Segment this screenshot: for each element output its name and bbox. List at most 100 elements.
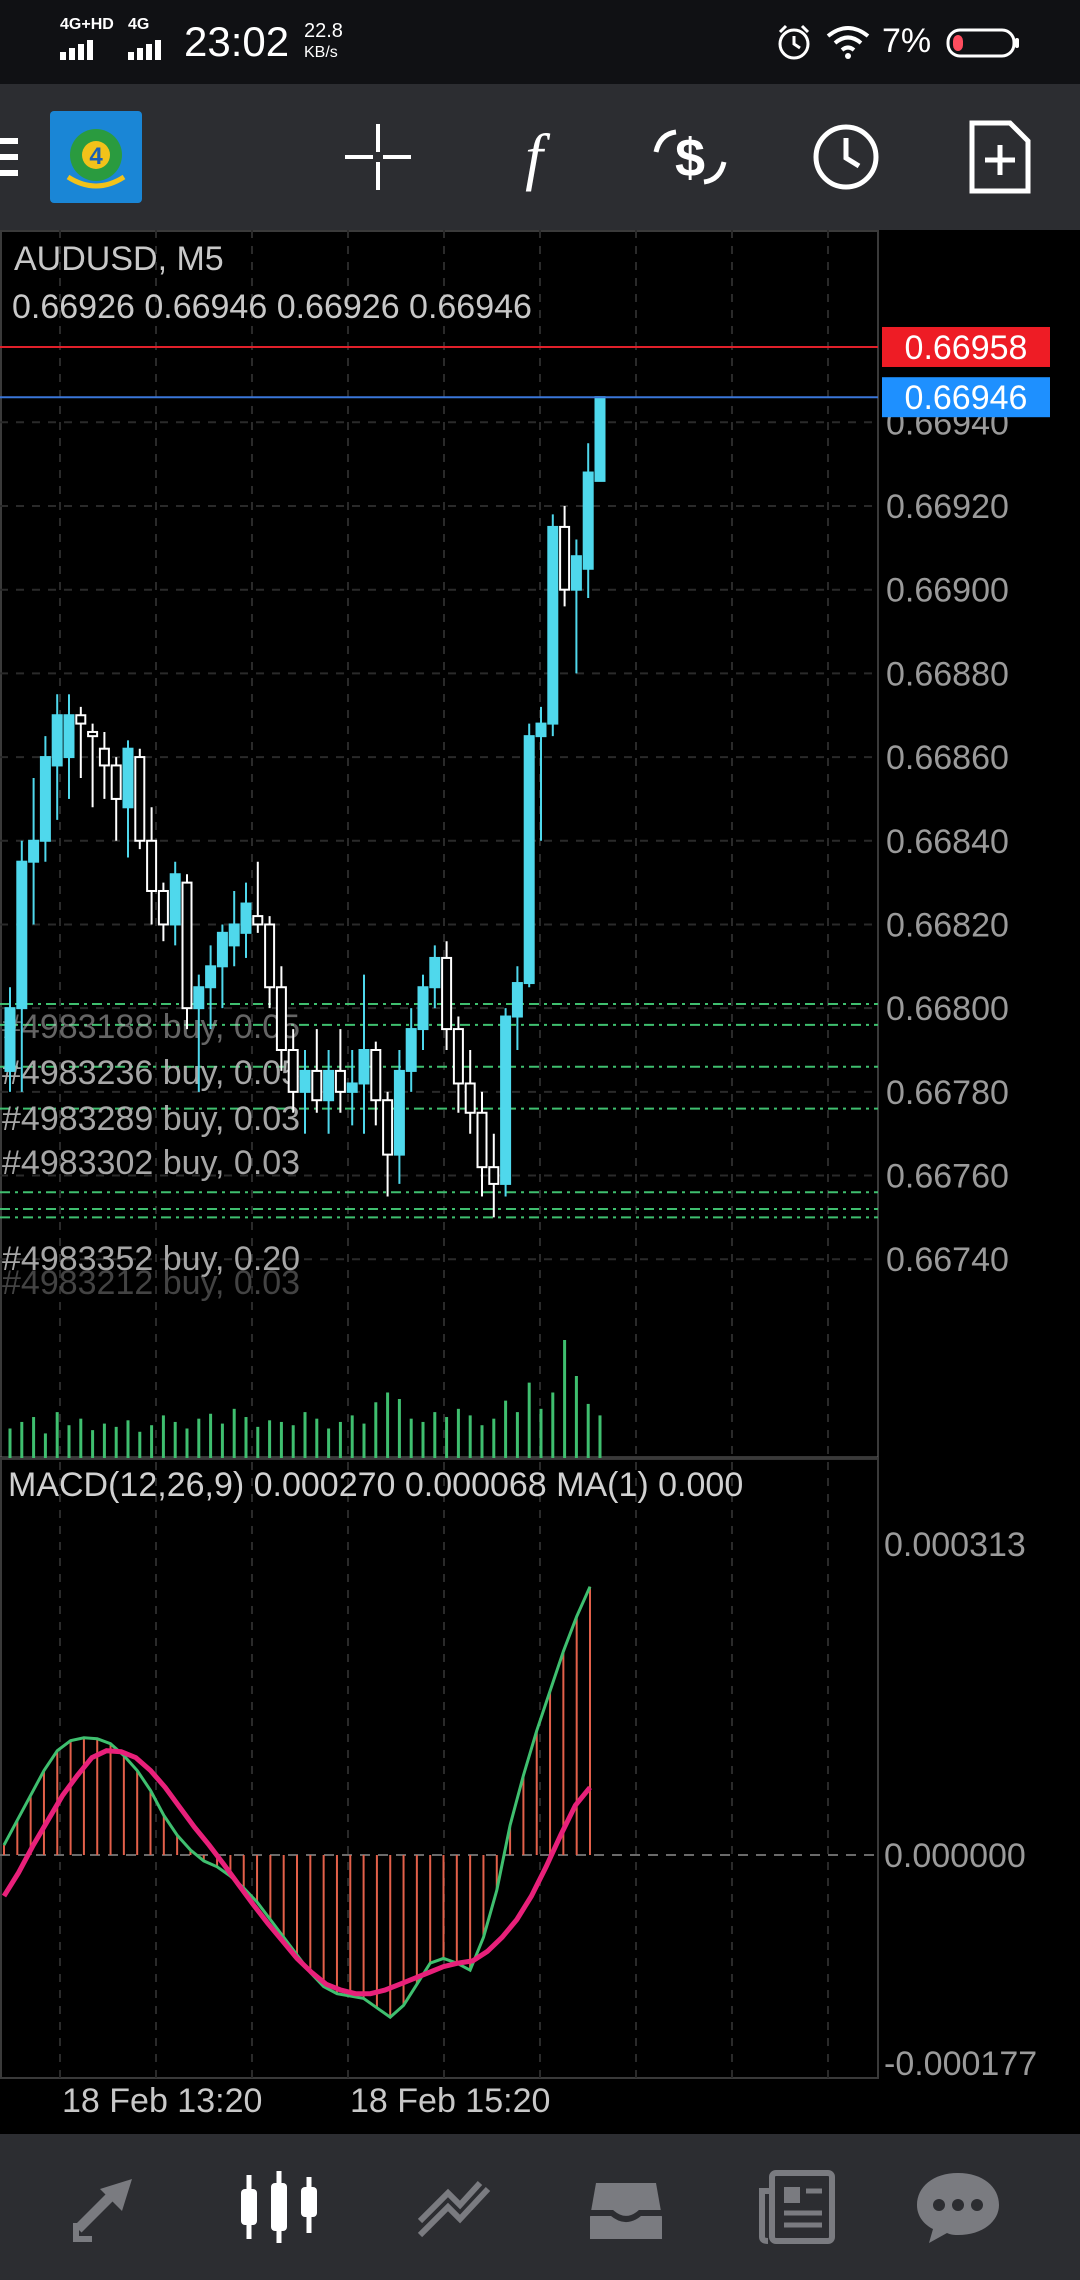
svg-text:$: $: [675, 128, 705, 188]
history-icon[interactable]: [566, 2152, 686, 2262]
bid-price-label: 0.66946: [905, 379, 1028, 417]
clock-time: 23:02: [184, 18, 290, 65]
candle-body: [358, 1049, 370, 1085]
candle: [441, 941, 453, 1050]
ohlc-readout: 0.66926 0.66946 0.66926 0.66946: [12, 288, 532, 326]
candle-body: [39, 756, 51, 842]
bottom-navigation: [0, 2134, 1080, 2280]
candle-body: [181, 881, 193, 1010]
price-tick-label: 0.66760: [886, 1158, 1009, 1196]
candle-body: [110, 764, 122, 800]
candle-body: [134, 756, 146, 842]
candle: [393, 1050, 405, 1184]
macd-line: [2, 1586, 592, 2020]
price-axis: 0.669400.669200.669000.668800.668600.668…: [0, 326, 1050, 1279]
timeframe-icon[interactable]: [796, 107, 896, 207]
chart-area[interactable]: #4983188 buy, 0.05 #4983236 buy, 0.05 #498…: [0, 230, 1080, 2134]
candle-body: [216, 931, 228, 968]
candle-body: [146, 839, 158, 892]
volume-bars: [8, 1340, 602, 1458]
candle-body: [228, 923, 240, 947]
candle-body: [122, 747, 134, 809]
candle: [346, 1050, 358, 1126]
candle: [264, 916, 276, 1009]
candle: [370, 1041, 382, 1126]
indicators-icon[interactable]: f: [484, 107, 584, 207]
trade-levels: #4983188 buy, 0.05 #4983236 buy, 0.05 #498…: [0, 1002, 878, 1302]
candle-body: [405, 1028, 417, 1072]
candle-body: [570, 555, 582, 591]
candle: [594, 396, 606, 482]
candle: [358, 974, 370, 1134]
candle: [122, 740, 134, 858]
candle: [429, 945, 441, 1009]
time-axis-label: 18 Feb 13:20: [62, 2082, 262, 2120]
candle-body: [28, 839, 40, 863]
candle: [287, 1029, 299, 1113]
news-icon[interactable]: [738, 2152, 858, 2262]
candle: [523, 723, 535, 988]
candle-body: [16, 860, 28, 1010]
network-speed-value: 22.8: [304, 20, 343, 42]
macd-panel: 0.000313 0.000000 -0.000177 18 Feb 13:20 18 …: [0, 1526, 1037, 2120]
candle: [51, 694, 63, 820]
chart-title: AUDUSD, M5: [14, 240, 224, 278]
candle: [299, 1050, 311, 1134]
alarm-icon: [774, 22, 814, 67]
candle-body: [311, 1069, 323, 1102]
candle-body: [488, 1166, 500, 1185]
signal1-label: 4G+HD: [60, 16, 114, 33]
macd-title: MACD(12,26,9) 0.000270 0.000068 MA(1) 0.…: [8, 1466, 743, 1504]
candle-body: [476, 1111, 488, 1169]
candlesticks: [4, 396, 606, 1218]
candle-body: [393, 1069, 405, 1156]
network-speed-unit: KB/s: [304, 44, 338, 61]
candle-body: [417, 986, 429, 1031]
price-tick-label: 0.66920: [886, 488, 1009, 526]
candle: [334, 1029, 346, 1113]
candle: [535, 706, 547, 841]
candle: [157, 882, 169, 942]
candle: [405, 1008, 417, 1092]
candle-body: [75, 714, 87, 725]
trade-label: #4983188 buy, 0.05: [2, 1008, 300, 1046]
trade-nav-icon[interactable]: [394, 2152, 514, 2262]
candle: [146, 807, 158, 925]
signal-bars-icon-2: [128, 38, 168, 65]
candle-body: [346, 1082, 358, 1093]
time-axis-label: 18 Feb 15:20: [350, 2082, 550, 2120]
candle-body: [535, 722, 547, 738]
candle: [559, 506, 571, 607]
candle: [98, 731, 110, 799]
svg-text:4: 4: [89, 143, 103, 170]
chart-icon[interactable]: [220, 2152, 340, 2262]
price-tick-label: 0.66900: [886, 572, 1009, 610]
status-bar: 4G+HD 4G 23:02 22.8 KB/s 7%: [0, 0, 1080, 84]
messages-icon[interactable]: [898, 2152, 1018, 2262]
candle-body: [240, 902, 252, 934]
trade-label: #4983212 buy, 0.03: [2, 1264, 300, 1302]
new-order-icon[interactable]: [950, 107, 1050, 207]
candle-body: [252, 915, 264, 926]
candle-body: [511, 982, 523, 1018]
candle-body: [452, 1028, 464, 1085]
candle: [500, 1008, 512, 1197]
candle-body: [370, 1049, 382, 1102]
trade-icon[interactable]: $: [640, 107, 740, 207]
crosshair-icon[interactable]: [328, 107, 428, 207]
candle: [476, 1091, 488, 1197]
candle-body: [157, 889, 169, 926]
candle-body: [51, 714, 63, 767]
menu-icon[interactable]: [0, 107, 36, 207]
price-tick-label: 0.66740: [886, 1241, 1009, 1279]
metatrader-logo[interactable]: 4: [50, 111, 142, 203]
svg-text:f: f: [525, 122, 551, 192]
candle-body: [205, 965, 217, 989]
quotes-icon[interactable]: [50, 2152, 170, 2262]
candle-body: [169, 873, 181, 926]
candle: [39, 736, 51, 862]
candle-body: [547, 525, 559, 725]
candle-body: [594, 396, 606, 482]
battery-icon: [946, 28, 1020, 63]
candle: [488, 1133, 500, 1218]
